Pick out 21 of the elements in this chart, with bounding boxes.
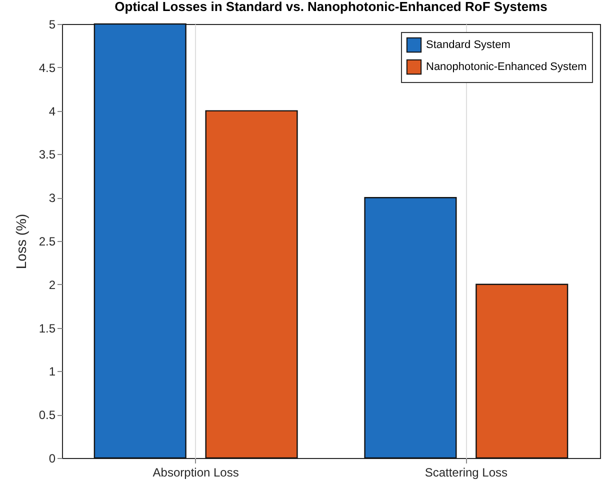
bar xyxy=(205,110,298,459)
bar xyxy=(364,197,457,459)
bar xyxy=(476,284,568,459)
y-tick-label: 5 xyxy=(48,18,56,32)
y-tick-label: 3 xyxy=(48,191,56,206)
y-tick-label: 4.5 xyxy=(38,60,56,75)
y-tick-label: 2 xyxy=(48,278,56,292)
y-tick-label: 1 xyxy=(48,364,56,379)
legend-label: Nanophotonic-Enhanced System xyxy=(426,61,587,73)
y-tick-label: 4 xyxy=(48,104,56,118)
y-tick-label: 0.5 xyxy=(38,408,56,422)
y-axis-title: Loss (%) xyxy=(12,214,29,270)
bar xyxy=(94,23,186,459)
y-tick-label: 1.5 xyxy=(38,321,56,336)
x-tick-label: Scattering Loss xyxy=(424,466,508,480)
y-tick-label: 2.5 xyxy=(38,234,56,248)
legend-label: Standard System xyxy=(426,39,510,51)
y-tick-label: 3.5 xyxy=(38,148,56,162)
chart-title: Optical Losses in Standard vs. Nanophotonic-Enhanced RoF Systems xyxy=(114,0,548,14)
y-tick-label: 0 xyxy=(48,452,56,466)
x-tick-label: Absorption Loss xyxy=(152,466,239,480)
